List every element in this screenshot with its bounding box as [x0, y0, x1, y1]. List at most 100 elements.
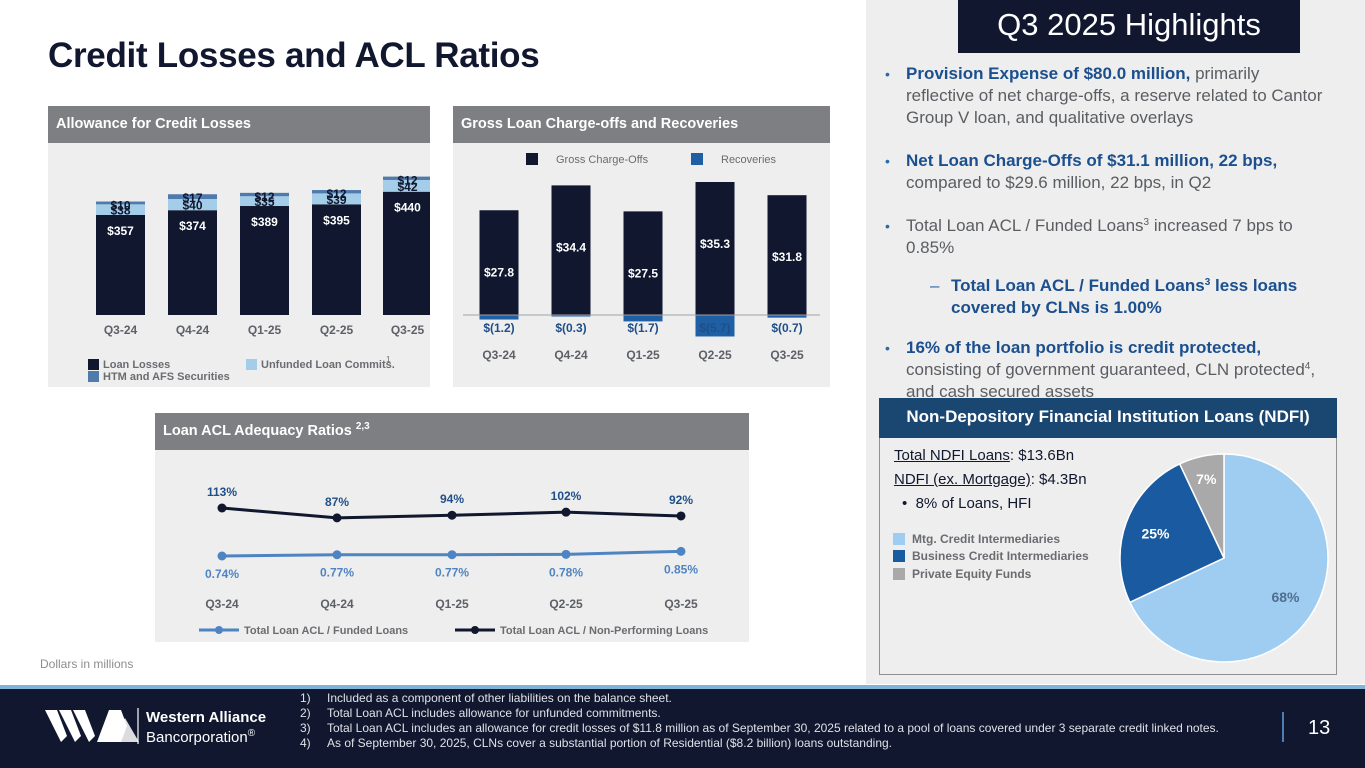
funded-ratio-label: 0.77%	[320, 566, 354, 580]
footnote-row: 3) Total Loan ACL includes an allowance f…	[300, 721, 1219, 736]
acl-category-label: Q4-24	[176, 323, 210, 337]
footnote-ref: 3	[1143, 217, 1150, 228]
acl-category-label: Q3-25	[391, 323, 425, 337]
pie-slice-private-equity	[1178, 453, 1225, 559]
acl-bar-htm-and-afs-securities	[383, 176, 432, 180]
footnote-row: 2) Total Loan ACL includes allowance for …	[300, 706, 1219, 721]
acl-chart: $357$38$10Q3-24$374$40$17Q4-24$389$35$12…	[88, 174, 432, 383]
acl-data-label: $38	[110, 204, 130, 218]
funded-ratio-label: 0.78%	[549, 565, 583, 579]
funded-ratio-point	[676, 546, 686, 556]
gross-chargeoff-label: $27.5	[628, 266, 658, 280]
gross-chargeoff-bar	[479, 210, 519, 315]
funded-ratio-label: 0.77%	[435, 566, 469, 580]
brand-name: Western Alliance Bancorporation®	[146, 708, 266, 748]
footnotes: 1) Included as a component of other liabi…	[300, 691, 1219, 751]
acl-data-label: $395	[323, 213, 350, 227]
gross-chargeoff-label: $31.8	[772, 250, 802, 264]
brand-line2: Bancorporation	[146, 729, 248, 746]
recovery-label: $(0.7)	[771, 321, 802, 335]
chargeoff-category-label: Q3-24	[482, 348, 516, 362]
footnote-number: 4)	[300, 736, 311, 750]
recovery-label: $(5.7)	[699, 321, 730, 335]
highlight-credit-protected: • 16% of the loan portfolio is credit pr…	[885, 337, 1325, 403]
recovery-label: $(1.2)	[483, 321, 514, 335]
funded-ratio-label: 0.85%	[664, 562, 698, 576]
legend-swatch	[246, 359, 257, 370]
chargeoff-category-label: Q4-24	[554, 348, 588, 362]
pie-slice-mortgage	[1128, 453, 1329, 663]
gross-chargeoff-label: $35.3	[700, 237, 730, 251]
recovery-bar	[767, 315, 807, 318]
acl-data-label: $374	[179, 219, 206, 233]
legend-label: Total Loan ACL / Non-Performing Loans	[500, 625, 708, 637]
gross-chargeoff-label: $34.4	[556, 240, 586, 254]
legend-label: Private Equity Funds	[912, 567, 1032, 581]
gross-chargeoff-bar	[767, 195, 807, 315]
recovery-bar	[551, 315, 591, 317]
page-title: Credit Losses and ACL Ratios	[48, 36, 540, 75]
highlight-provision: • Provision Expense of $80.0 million, pr…	[885, 63, 1325, 129]
legend-swatch	[893, 550, 905, 562]
acl-data-label: $440	[394, 201, 421, 215]
legend-label: Business Credit Intermediaries	[912, 549, 1089, 563]
highlight-text: Total Loan ACL / Funded Loans	[906, 216, 1144, 235]
npl-ratio-point	[561, 507, 571, 517]
chargeoff-category-label: Q1-25	[626, 348, 660, 362]
footnote-ref: 3	[1204, 277, 1211, 288]
footnote-number: 3)	[300, 721, 311, 735]
legend-swatch	[88, 359, 99, 370]
highlight-acl-ratio: • Total Loan ACL / Funded Loans3 increas…	[885, 215, 1325, 259]
chargeoff-panel: Gross Charge-Offs Recoveries $27.8 $(1.2) Q3…	[453, 143, 830, 387]
npl-ratio-label: 92%	[669, 493, 693, 507]
ratio-category-label: Q3-25	[664, 597, 698, 611]
ndfi-ex-label: NDFI (ex. Mortgage)	[894, 471, 1031, 488]
acl-data-label: $12	[326, 187, 346, 201]
acl-category-label: Q2-25	[320, 323, 354, 337]
acl-bar-unfunded-loan-commits-	[240, 196, 289, 207]
pie-slice-label: 68%	[1271, 589, 1300, 605]
bullet-icon: •	[885, 153, 890, 169]
funded-ratio-point	[217, 551, 227, 561]
recovery-label: $(1.7)	[627, 321, 658, 335]
acl-bar-unfunded-loan-commits-	[96, 204, 145, 215]
highlight-strong: Provision Expense of $80.0 million,	[906, 64, 1191, 83]
acl-bar-htm-and-afs-securities	[96, 201, 145, 205]
legend-swatch	[88, 371, 99, 382]
pie-slice-label: 7%	[1196, 471, 1217, 487]
ratio-category-label: Q1-25	[435, 597, 469, 611]
highlight-text: , and cash secured assets	[906, 360, 1316, 401]
gross-chargeoff-bar	[551, 185, 591, 315]
acl-bar-loan-losses	[240, 206, 289, 315]
bullet-icon: •	[885, 218, 890, 234]
footnote-text: Total Loan ACL includes an allowance for…	[327, 721, 1219, 735]
legend-label: Unfunded Loan Commits.	[261, 359, 395, 371]
highlights-bullets: • Provision Expense of $80.0 million, pr…	[885, 63, 1325, 424]
acl-data-label: $12	[397, 174, 417, 188]
funded-ratio-point	[332, 550, 342, 560]
legend-swatch	[691, 153, 703, 165]
legend-swatch	[893, 533, 905, 545]
acl-bar-htm-and-afs-securities	[312, 190, 361, 194]
ndfi-legend-mortgage: Mtg. Credit Intermediaries	[893, 532, 1060, 546]
highlight-text: compared to $29.6 million, 22 bps, in Q2	[906, 173, 1212, 192]
units-note: Dollars in millions	[40, 657, 134, 671]
acl-data-label: $389	[251, 215, 278, 229]
acl-category-label: Q1-25	[248, 323, 282, 337]
legend-label: Total Loan ACL / Funded Loans	[244, 625, 408, 637]
brand-line1: Western Alliance	[146, 709, 267, 726]
page-separator	[1282, 712, 1284, 742]
legend-marker	[215, 626, 223, 634]
legend-marker	[471, 626, 479, 634]
legend-label: Gross Charge-Offs	[556, 154, 649, 166]
highlight-text: increased 7 bps to 0.85%	[906, 216, 1293, 257]
npl-ratio-label: 102%	[551, 489, 582, 503]
npl-ratio-point	[332, 513, 342, 523]
ratio-category-label: Q4-24	[320, 597, 354, 611]
highlight-strong: Total Loan ACL / Funded Loans	[951, 276, 1205, 295]
chargeoff-category-label: Q3-25	[770, 348, 804, 362]
brand-registered: ®	[247, 728, 256, 739]
legend-swatch	[893, 568, 905, 580]
acl-data-label: $39	[326, 193, 346, 207]
acl-bar-loan-losses	[168, 210, 217, 315]
